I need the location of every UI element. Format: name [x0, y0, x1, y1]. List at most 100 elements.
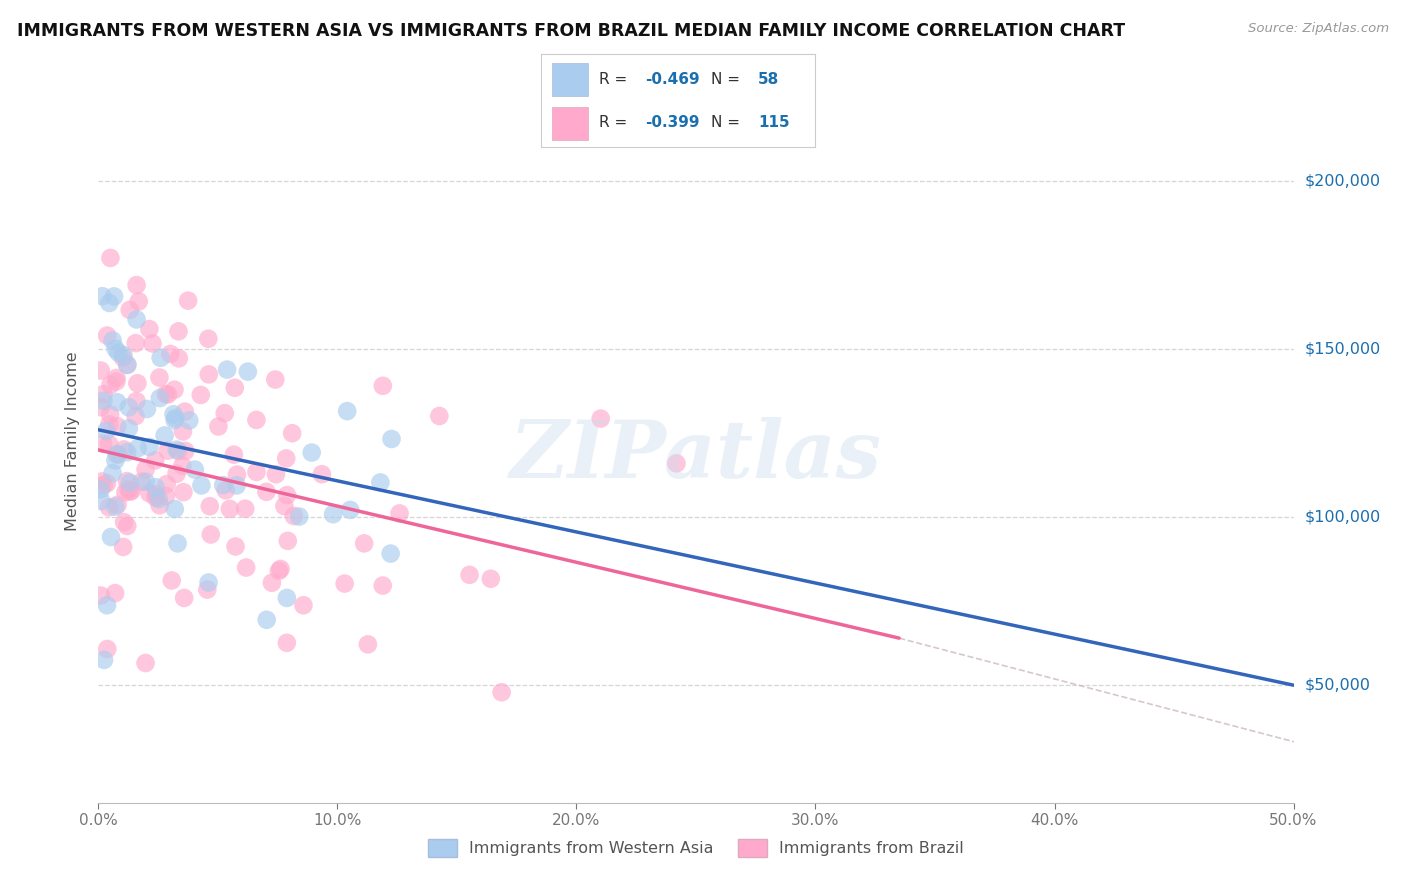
Point: [197, 575, 219, 590]
Point: [163, 502, 186, 516]
Text: N =: N =: [711, 72, 741, 87]
Point: [120, 484, 142, 499]
Point: [105, 419, 128, 434]
Point: [458, 567, 481, 582]
Point: [163, 383, 186, 397]
Point: [224, 381, 246, 395]
Point: [212, 478, 235, 492]
Point: [136, 401, 159, 416]
Point: [138, 486, 160, 500]
Point: [98, 408, 121, 422]
Point: [115, 445, 138, 459]
Point: [357, 637, 380, 651]
Point: [163, 413, 186, 427]
Text: -0.399: -0.399: [645, 115, 700, 130]
Point: [127, 442, 149, 456]
Point: [138, 440, 160, 454]
Point: [104, 586, 127, 600]
Text: N =: N =: [711, 115, 741, 130]
Point: [276, 451, 298, 466]
Point: [118, 302, 141, 317]
Point: [125, 336, 148, 351]
Point: [135, 656, 157, 670]
Point: [96, 599, 118, 613]
FancyBboxPatch shape: [553, 63, 588, 95]
Point: [112, 515, 135, 529]
Point: [93, 653, 115, 667]
Point: [270, 562, 292, 576]
Point: [322, 507, 344, 521]
Point: [90, 401, 112, 415]
Point: [128, 294, 150, 309]
Point: [198, 500, 221, 514]
Point: [145, 480, 167, 494]
Point: [333, 576, 356, 591]
Point: [156, 477, 179, 491]
Point: [90, 363, 112, 377]
Point: [125, 312, 148, 326]
Point: [260, 575, 283, 590]
Point: [179, 413, 201, 427]
Point: [93, 393, 115, 408]
Point: [160, 574, 183, 588]
Point: [112, 348, 135, 362]
Point: [311, 467, 333, 482]
Point: [166, 442, 188, 457]
Point: [100, 530, 122, 544]
Point: [427, 409, 450, 423]
Text: -0.469: -0.469: [645, 72, 700, 87]
Point: [276, 488, 298, 502]
Point: [148, 491, 170, 506]
Point: [100, 251, 122, 265]
Point: [195, 582, 218, 597]
Point: [264, 372, 287, 386]
Point: [101, 334, 124, 348]
Point: [273, 499, 295, 513]
Point: [589, 411, 612, 425]
Point: [371, 578, 394, 592]
Point: [380, 547, 402, 561]
Point: [153, 428, 176, 442]
Point: [93, 387, 115, 401]
Point: [107, 448, 129, 462]
Point: [96, 476, 118, 491]
Point: [104, 453, 127, 467]
Point: [142, 336, 165, 351]
Point: [370, 475, 392, 490]
Point: [177, 293, 200, 308]
Point: [135, 475, 157, 489]
Point: [149, 351, 172, 365]
Point: [339, 503, 361, 517]
Point: [104, 342, 127, 356]
Point: [167, 444, 190, 458]
Point: [155, 387, 177, 401]
Point: [184, 462, 207, 476]
Point: [665, 456, 688, 470]
Point: [156, 443, 179, 458]
Point: [98, 417, 121, 432]
Point: [125, 394, 148, 409]
Point: [226, 467, 249, 482]
Point: [145, 491, 167, 505]
Point: [491, 685, 513, 699]
Text: R =: R =: [599, 72, 627, 87]
Point: [173, 404, 195, 418]
Point: [235, 560, 257, 574]
Point: [101, 466, 124, 480]
Point: [118, 421, 141, 435]
Point: [107, 498, 129, 512]
FancyBboxPatch shape: [553, 107, 588, 140]
Point: [131, 475, 153, 489]
Point: [107, 345, 129, 359]
Point: [90, 483, 112, 497]
Point: [90, 494, 112, 508]
Point: [98, 296, 121, 310]
Text: Source: ZipAtlas.com: Source: ZipAtlas.com: [1249, 22, 1389, 36]
Point: [197, 332, 219, 346]
Point: [104, 500, 127, 514]
Point: [96, 328, 118, 343]
Text: $200,000: $200,000: [1305, 174, 1381, 188]
Legend: Immigrants from Western Asia, Immigrants from Brazil: Immigrants from Western Asia, Immigrants…: [422, 832, 970, 863]
Text: ZIPatlas: ZIPatlas: [510, 417, 882, 495]
Point: [292, 599, 315, 613]
